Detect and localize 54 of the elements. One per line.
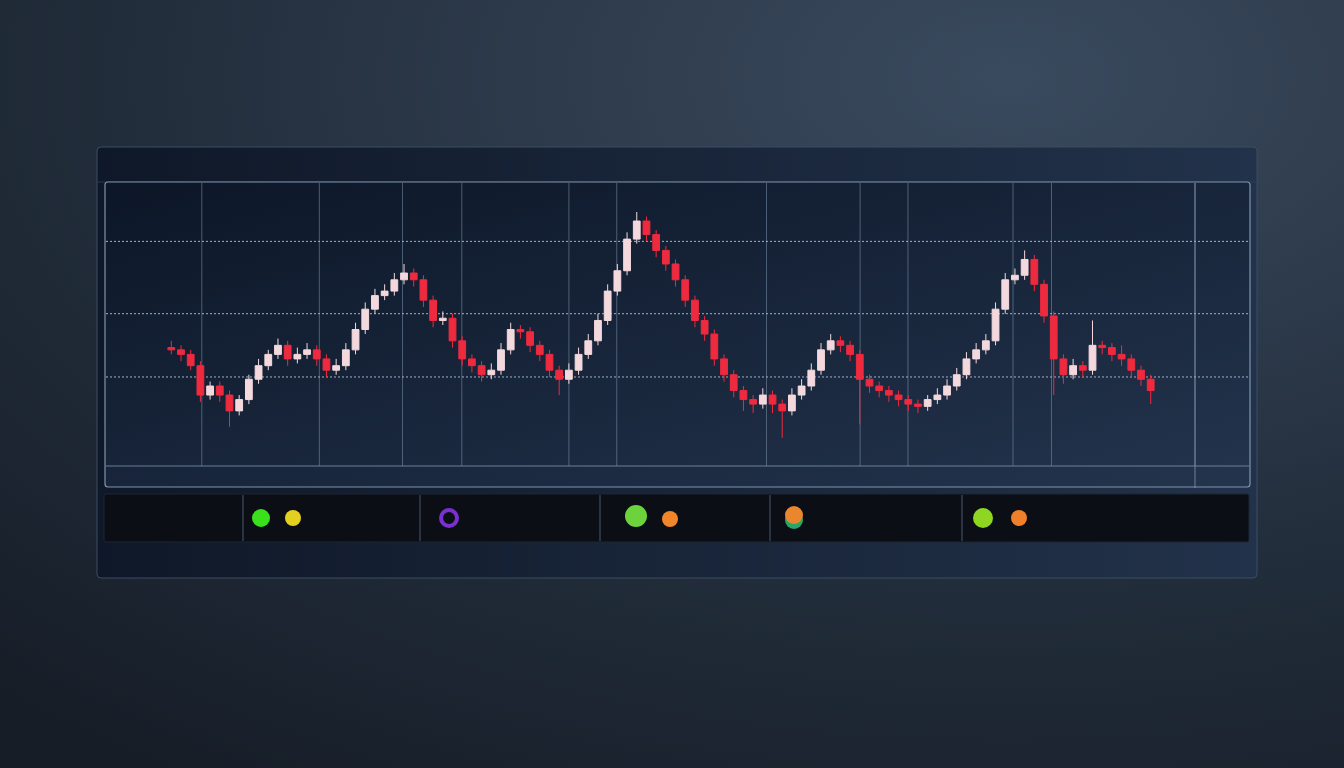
candlestick	[632, 211, 641, 245]
candlestick	[371, 288, 379, 315]
candlestick	[943, 378, 951, 401]
candlestick	[293, 347, 302, 364]
candlestick	[1146, 374, 1155, 405]
candlestick	[341, 342, 350, 371]
candlestick	[914, 399, 922, 414]
candlestick	[691, 295, 699, 328]
candlestick	[623, 231, 631, 276]
candlestick	[303, 342, 311, 360]
candlestick	[1078, 360, 1087, 378]
candlestick	[1020, 249, 1029, 281]
candlestick	[429, 295, 438, 328]
candlestick	[826, 333, 835, 355]
candlestick	[1108, 342, 1116, 362]
candlestick	[1069, 358, 1078, 380]
candlestick	[758, 387, 767, 410]
candlestick	[846, 340, 854, 362]
candlestick	[564, 362, 573, 385]
candlestick	[477, 360, 486, 382]
candlestick	[235, 394, 244, 416]
candlestick	[177, 344, 185, 362]
candlestick	[1088, 319, 1097, 376]
candlestick	[1011, 268, 1019, 285]
candlestick	[1098, 340, 1107, 355]
candlestick	[487, 362, 496, 380]
candlestick	[972, 342, 981, 364]
candlestick	[981, 333, 990, 355]
candlestick	[749, 394, 758, 414]
candlestick	[836, 335, 845, 353]
candlestick	[468, 353, 476, 373]
candlestick	[1030, 254, 1039, 292]
candlestick	[206, 381, 214, 401]
candlestick	[652, 229, 661, 258]
candlestick	[720, 353, 728, 382]
candlestick	[817, 342, 825, 376]
candlestick	[516, 324, 525, 340]
candlestick	[167, 340, 176, 355]
candlestick	[1137, 365, 1145, 387]
candlestick	[274, 338, 282, 360]
candlestick	[661, 245, 670, 272]
candlestick	[788, 387, 796, 416]
candlestick	[400, 263, 408, 285]
candlestick	[438, 310, 447, 326]
candlestick	[1040, 279, 1048, 324]
candlestick	[526, 326, 534, 353]
candlestick	[594, 313, 602, 346]
candlestick	[642, 216, 651, 242]
candlestick	[244, 374, 253, 405]
candlestick	[884, 385, 893, 403]
candlestick	[283, 340, 292, 367]
candlestick	[497, 342, 505, 376]
candlestick	[332, 358, 341, 376]
candlestick	[506, 322, 515, 355]
